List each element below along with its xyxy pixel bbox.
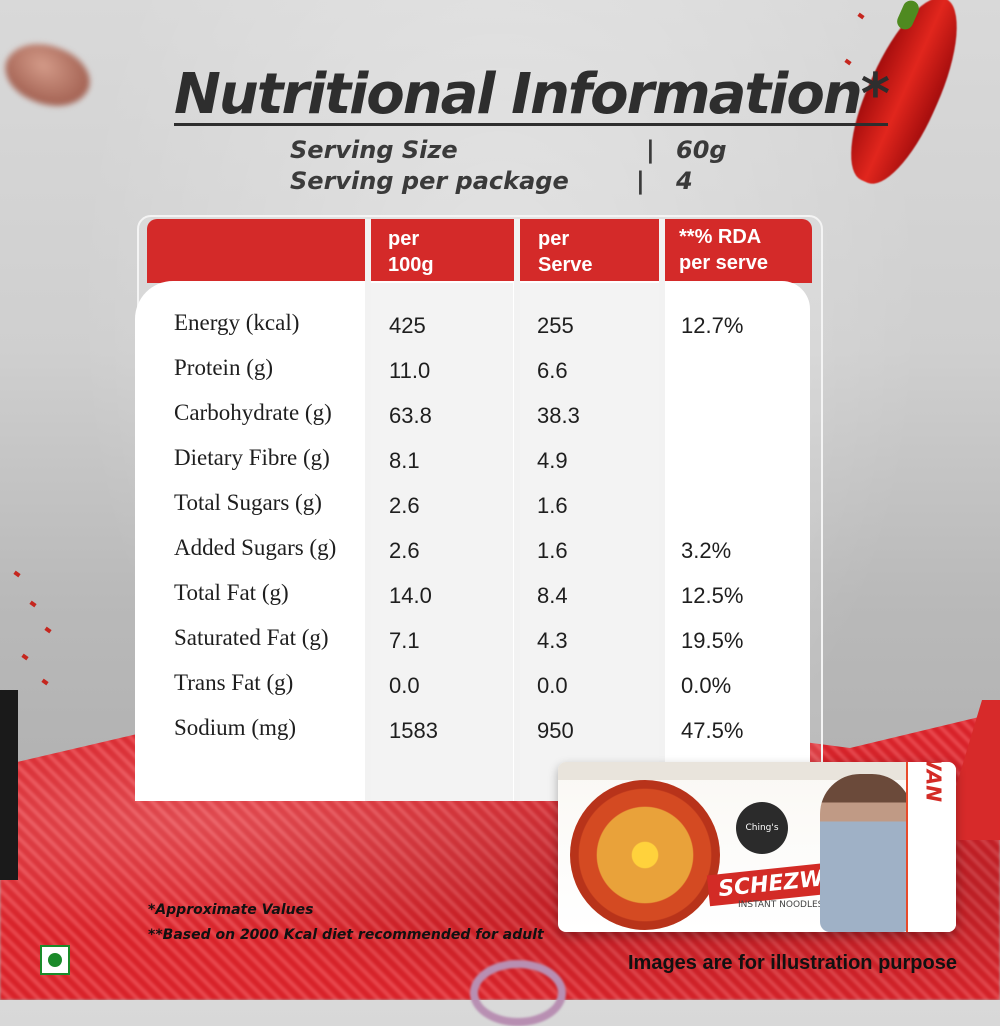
value-per-100g: 425 [389,313,426,338]
table-header-band [147,219,812,283]
noodle-bowl-illustration [570,780,720,930]
nutrient-label: Sodium (mg) [174,715,297,740]
value-per-serve: 1.6 [537,538,568,563]
serving-per-package-separator: | [636,167,645,195]
nutrient-label: Total Fat (g) [174,580,289,605]
value-per-100g: 2.6 [389,538,420,563]
nutrient-label: Total Sugars (g) [174,490,322,515]
value-rda: 19.5% [681,628,744,653]
column-divider [365,219,371,801]
value-per-100g: 11.0 [389,358,431,383]
value-rda: 3.2% [681,538,732,563]
serving-size-label: Serving Size [290,136,458,164]
footnote-rda-basis: **Based on 2000 Kcal diet recommended fo… [148,927,544,943]
package-side-text: SCHEZWAN [922,762,946,802]
value-per-serve: 0.0 [537,673,568,698]
column-header-line: per serve [679,252,768,274]
value-rda: 12.7% [681,313,744,338]
value-per-100g: 1583 [389,718,438,743]
column-header-per-serve: per Serve [538,226,593,278]
page-title: Nutritional Information* [174,62,890,127]
nutrient-label: Protein (g) [174,355,274,380]
value-per-serve: 8.4 [537,583,568,608]
column-shade [371,283,513,801]
nutrient-label: Trans Fat (g) [174,670,294,695]
value-per-serve: 4.9 [537,448,568,473]
value-per-serve: 4.3 [537,628,568,653]
brand-logo: Ching's SECRET [736,802,788,885]
package-side-stripe [906,762,956,932]
serving-size-separator: | [646,136,655,164]
dark-edge-decoration [0,690,18,880]
column-header-line: Serve [538,254,593,276]
package-top-strip [558,762,956,780]
footnote-approximate: *Approximate Values [148,902,314,918]
value-per-100g: 8.1 [389,448,420,473]
nutrient-label: Saturated Fat (g) [174,625,329,650]
column-header-rda: **% RDA per serve [679,224,768,276]
value-rda: 12.5% [681,583,744,608]
column-header-line: 100g [388,254,434,276]
value-per-100g: 14.0 [389,583,432,608]
value-per-serve: 255 [537,313,574,338]
column-header-line: per [388,228,420,250]
serving-size-value: 60g [676,136,727,164]
value-per-100g: 63.8 [389,403,432,428]
onion-decoration [470,960,566,1026]
value-per-100g: 7.1 [389,628,420,653]
vegetarian-mark-icon [40,945,70,975]
value-per-serve: 38.3 [537,403,580,428]
value-per-serve: 6.6 [537,358,568,383]
value-rda: 0.0% [681,673,732,698]
serving-per-package-label: Serving per package [290,167,569,195]
value-per-100g: 0.0 [389,673,420,698]
value-per-serve: 950 [537,718,574,743]
serving-per-package-value: 4 [676,167,693,195]
column-shade [520,283,662,801]
veg-dot-icon [48,953,62,967]
nutrient-label: Added Sugars (g) [174,535,337,560]
nutrient-label: Dietary Fibre (g) [174,445,330,470]
nutrient-label: Carbohydrate (g) [174,400,332,425]
column-divider [514,219,520,801]
value-rda: 47.5% [681,718,744,743]
column-header-per-100g: per 100g [388,226,434,278]
column-header-line: per [538,228,570,250]
value-per-serve: 1.6 [537,493,568,518]
column-divider [659,219,665,801]
brand-ambassador-figure [820,774,912,932]
product-package-image: Ching's SECRET SCHEZWAN INSTANT NOODLES … [558,762,956,932]
illustration-disclaimer: Images are for illustration purpose [628,952,957,974]
nutrient-label: Energy (kcal) [174,310,300,335]
product-subtitle: INSTANT NOODLES [738,900,824,910]
value-per-100g: 2.6 [389,493,420,518]
column-header-line: **% RDA [679,226,762,248]
